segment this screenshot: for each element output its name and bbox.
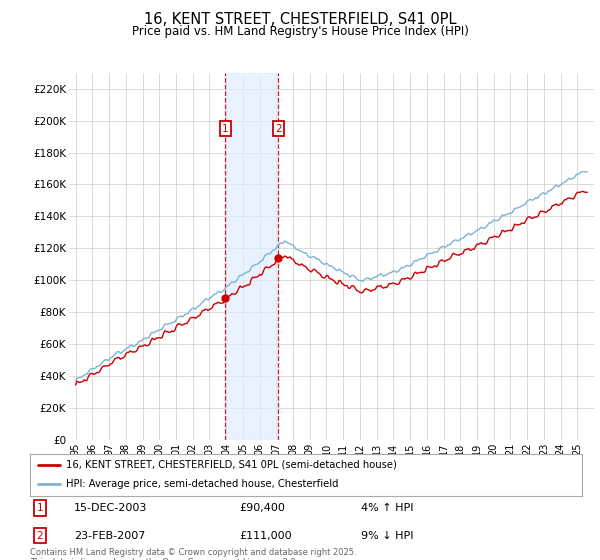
Text: 2: 2 <box>275 124 282 134</box>
Text: Contains HM Land Registry data © Crown copyright and database right 2025.
This d: Contains HM Land Registry data © Crown c… <box>30 548 356 560</box>
Text: £111,000: £111,000 <box>240 530 292 540</box>
Text: 16, KENT STREET, CHESTERFIELD, S41 0PL: 16, KENT STREET, CHESTERFIELD, S41 0PL <box>144 12 456 27</box>
Text: 1: 1 <box>222 124 229 134</box>
Text: 1: 1 <box>37 503 43 513</box>
Text: 16, KENT STREET, CHESTERFIELD, S41 0PL (semi-detached house): 16, KENT STREET, CHESTERFIELD, S41 0PL (… <box>66 460 397 470</box>
Text: 4% ↑ HPI: 4% ↑ HPI <box>361 503 414 513</box>
Text: 23-FEB-2007: 23-FEB-2007 <box>74 530 146 540</box>
Bar <box>226 73 278 440</box>
Text: 2: 2 <box>37 530 43 540</box>
Text: 9% ↓ HPI: 9% ↓ HPI <box>361 530 414 540</box>
Text: HPI: Average price, semi-detached house, Chesterfield: HPI: Average price, semi-detached house,… <box>66 479 338 489</box>
Text: Price paid vs. HM Land Registry's House Price Index (HPI): Price paid vs. HM Land Registry's House … <box>131 25 469 38</box>
Text: 15-DEC-2003: 15-DEC-2003 <box>74 503 148 513</box>
Text: £90,400: £90,400 <box>240 503 286 513</box>
